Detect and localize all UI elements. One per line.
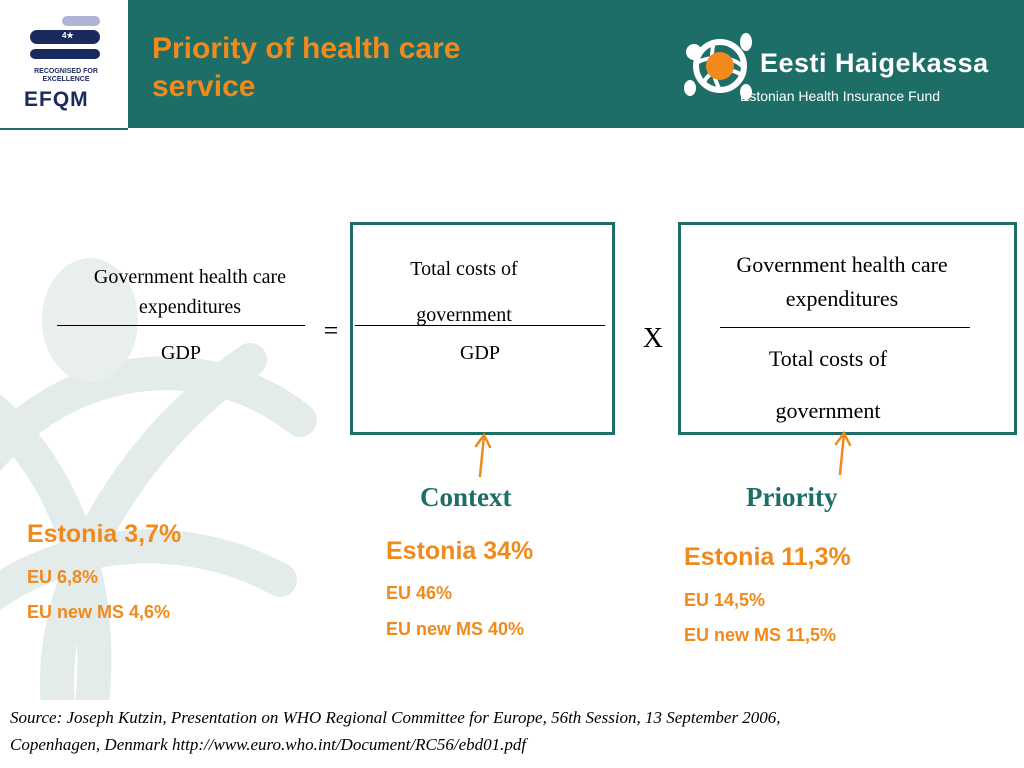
middle-numerator-line2: government xyxy=(416,304,512,326)
stat-left-eu-new: EU new MS 4,6% xyxy=(27,602,171,622)
stat-left-eu: EU 6,8% xyxy=(27,567,99,587)
left-fraction-line xyxy=(57,325,305,326)
stat-mid-estonia: Estonia 34% xyxy=(386,537,534,565)
stat-right-eu-new: EU new MS 11,5% xyxy=(684,625,837,645)
efqm-stars: 4★ xyxy=(62,31,74,40)
left-denominator: GDP xyxy=(160,342,201,364)
efqm-logo: 4★ RECOGNISED FOR EXCELLENCE EFQM xyxy=(0,0,128,130)
turtle-watermark xyxy=(0,258,317,700)
context-label: Context xyxy=(420,482,512,512)
context-box xyxy=(350,222,615,435)
brand-name: Eesti Haigekassa xyxy=(760,48,989,78)
header-bar: Priority of health care service Eesti Ha… xyxy=(128,0,1024,128)
stat-mid-eu: EU 46% xyxy=(386,583,453,603)
right-denominator-line1: Total costs of xyxy=(768,346,888,371)
right-fraction-line xyxy=(720,327,970,328)
efqm-bar: 4★ xyxy=(30,30,100,44)
middle-fraction-line xyxy=(355,325,605,326)
priority-box xyxy=(678,222,1017,435)
efqm-bar xyxy=(30,49,100,59)
stat-mid-eu-new: EU new MS 40% xyxy=(386,619,525,639)
efqm-wordmark: EFQM xyxy=(24,88,89,111)
efqm-recognised: RECOGNISED FOR EXCELLENCE xyxy=(34,68,98,83)
multiply-sign: X xyxy=(642,323,664,354)
middle-numerator-line1: Total costs of xyxy=(410,258,518,280)
left-numerator: Government health care expenditures xyxy=(93,266,287,318)
middle-denominator: GDP xyxy=(459,342,500,364)
arrow-up-icon xyxy=(834,430,852,476)
equals-sign: = xyxy=(323,316,339,345)
brand-subtitle: Estonian Health Insurance Fund xyxy=(740,88,941,104)
right-numerator: Government health care expenditures xyxy=(736,252,948,311)
page-title: Priority of health care service xyxy=(152,32,461,103)
stat-left-estonia: Estonia 3,7% xyxy=(27,520,182,548)
arrow-up-icon xyxy=(474,432,492,478)
right-denominator-line2: government xyxy=(775,398,881,423)
priority-label: Priority xyxy=(746,482,838,512)
turtle-logo xyxy=(684,33,752,100)
stat-right-eu: EU 14,5% xyxy=(684,590,766,610)
source-citation: Source: Joseph Kutzin, Presentation on W… xyxy=(10,708,781,754)
stat-right-estonia: Estonia 11,3% xyxy=(684,543,851,571)
efqm-bar xyxy=(62,16,100,26)
